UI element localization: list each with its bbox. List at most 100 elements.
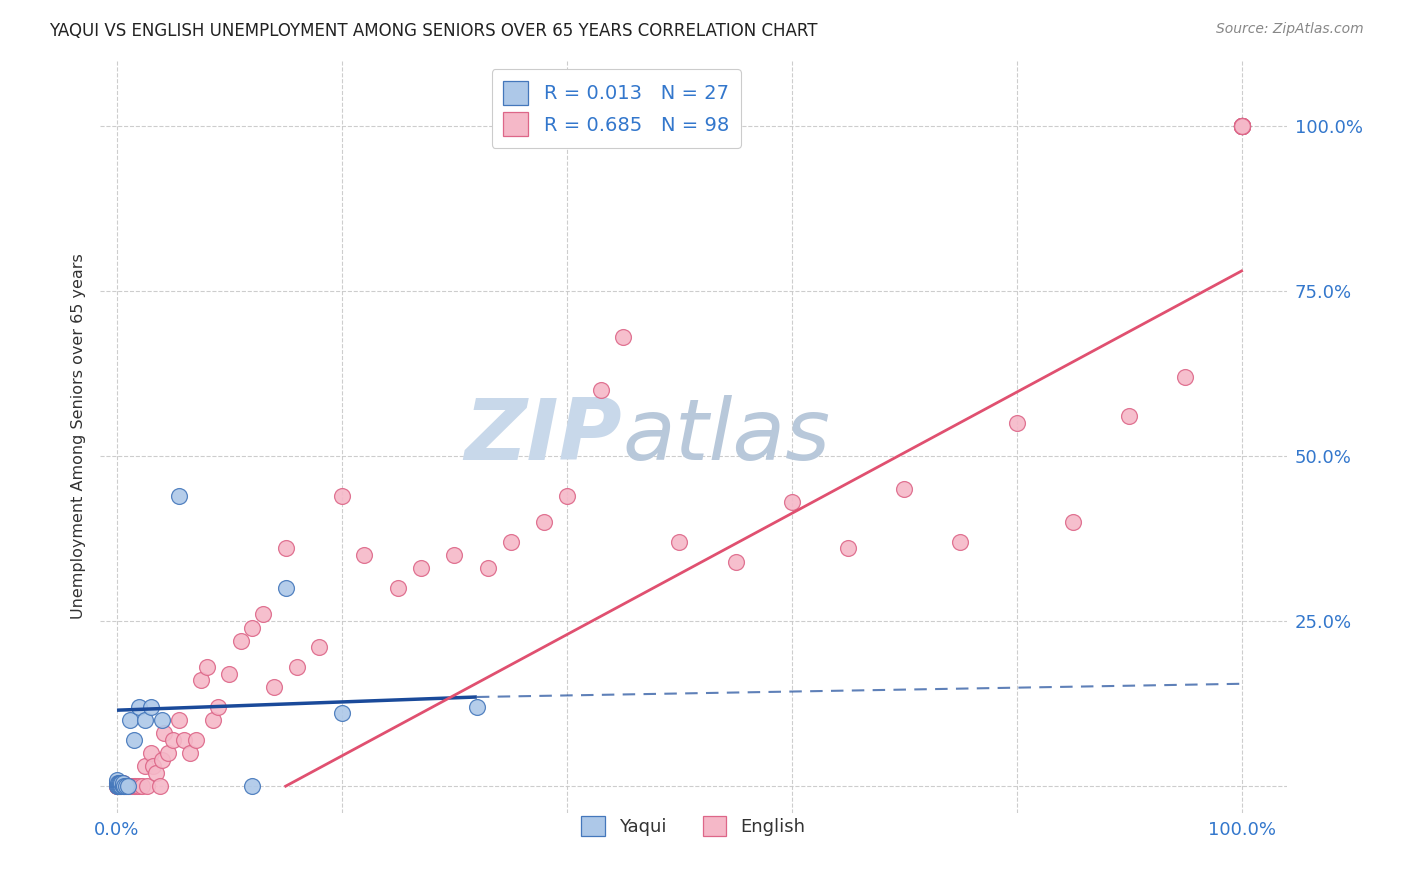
Point [115,779,138,793]
Point [105,779,128,793]
Point [240,621,263,635]
Point [555,489,578,503]
Point [111,776,134,790]
Point [108,776,131,790]
Point [120,713,142,727]
Point [190,673,212,688]
Point [150,713,173,727]
Point [443,548,465,562]
Point [120,779,142,793]
Point [1230,119,1253,133]
Point [195,660,218,674]
Point [285,660,308,674]
Point [1230,119,1253,133]
Point [263,680,285,694]
Point [1230,119,1253,133]
Point [1174,369,1197,384]
Point [108,779,131,793]
Point [229,633,252,648]
Point [409,561,432,575]
Point [105,772,128,787]
Point [108,776,131,790]
Point [105,776,128,790]
Point [112,779,135,793]
Point [107,779,129,793]
Point [105,779,128,793]
Point [252,607,274,622]
Point [1230,119,1253,133]
Point [465,699,488,714]
Point [134,713,156,727]
Point [122,733,145,747]
Point [1230,119,1253,133]
Point [893,482,915,496]
Point [330,489,353,503]
Point [150,753,173,767]
Point [128,699,150,714]
Point [124,779,146,793]
Point [112,779,135,793]
Point [184,733,207,747]
Point [115,779,138,793]
Point [1230,119,1253,133]
Point [110,779,132,793]
Point [533,515,555,529]
Point [1230,119,1253,133]
Point [156,746,179,760]
Point [589,383,612,397]
Point [149,779,172,793]
Point [105,779,128,793]
Point [117,779,139,793]
Point [118,779,141,793]
Point [499,534,522,549]
Point [110,779,132,793]
Point [173,733,195,747]
Point [353,548,375,562]
Point [1230,119,1253,133]
Y-axis label: Unemployment Among Seniors over 65 years: Unemployment Among Seniors over 65 years [72,253,86,619]
Point [218,666,240,681]
Point [105,776,128,790]
Point [111,776,134,790]
Point [110,776,132,790]
Point [1005,416,1028,430]
Point [139,746,162,760]
Point [780,495,803,509]
Point [612,330,634,344]
Point [1230,119,1253,133]
Point [1230,119,1253,133]
Point [107,776,129,790]
Point [115,779,138,793]
Point [330,706,353,721]
Point [136,779,159,793]
Point [1230,119,1253,133]
Point [387,581,409,595]
Point [1230,119,1253,133]
Point [131,779,153,793]
Point [207,699,229,714]
Point [108,779,131,793]
Point [110,779,132,793]
Point [111,779,134,793]
Point [128,779,150,793]
Point [139,699,162,714]
Point [162,733,184,747]
Point [308,640,330,655]
Text: YAQUI VS ENGLISH UNEMPLOYMENT AMONG SENIORS OVER 65 YEARS CORRELATION CHART: YAQUI VS ENGLISH UNEMPLOYMENT AMONG SENI… [49,22,818,40]
Point [114,779,136,793]
Point [105,779,128,793]
Point [121,779,143,793]
Point [1230,119,1253,133]
Point [153,726,176,740]
Point [107,779,129,793]
Point [110,776,132,790]
Point [110,776,132,790]
Point [724,555,747,569]
Point [1230,119,1253,133]
Point [1230,119,1253,133]
Point [1230,119,1253,133]
Point [1230,119,1253,133]
Text: atlas: atlas [621,394,830,477]
Legend: Yaqui, English: Yaqui, English [572,807,814,845]
Point [274,581,297,595]
